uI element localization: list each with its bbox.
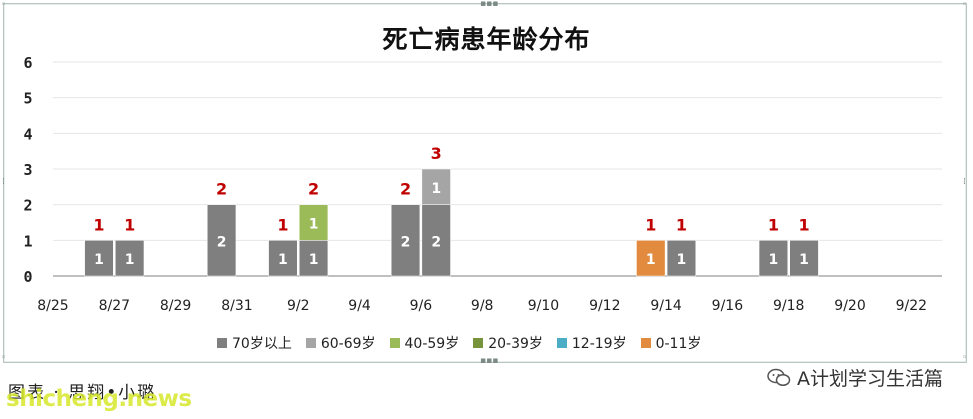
legend-swatch <box>389 338 400 348</box>
x-tick-label: 9/16 <box>712 298 744 314</box>
bar-segment <box>421 204 451 277</box>
data-label: 2 <box>217 234 227 250</box>
resize-handle-top[interactable]: ▪▪▪ <box>480 0 499 9</box>
legend-item: 40-59岁 <box>389 333 460 353</box>
resize-handle-bottom-right[interactable]: ◦ <box>962 353 968 363</box>
total-label: 1 <box>277 215 288 234</box>
x-tick-label: 9/4 <box>348 298 371 314</box>
bar-segment <box>298 240 329 277</box>
data-label: 1 <box>677 252 687 268</box>
chart-legend: 70岁以上 60-69岁 40-59岁 20-39岁 12-19岁 0-11岁 <box>217 333 715 353</box>
y-tick-label: 4 <box>23 125 32 143</box>
resize-handle-left[interactable]: ⁞ <box>2 177 5 187</box>
y-tick-label: 5 <box>23 90 32 108</box>
total-label: 3 <box>431 144 442 163</box>
total-label: 2 <box>308 180 319 199</box>
brand-label: A计划学习生活篇 <box>767 364 943 391</box>
x-tick-label: 9/20 <box>834 298 865 314</box>
wechat-icon <box>767 368 791 386</box>
legend-label: 60-69岁 <box>320 336 376 352</box>
bar-segment <box>390 204 421 277</box>
x-tick-label: 9/10 <box>528 298 559 314</box>
total-label: 2 <box>216 180 227 199</box>
resize-handle-bottom-left[interactable]: ◦ <box>1 353 7 363</box>
x-tick-label: 9/22 <box>896 298 927 314</box>
y-tick-label: 0 <box>23 268 32 286</box>
bar-segment <box>207 204 237 277</box>
bar-segment <box>84 240 114 277</box>
resize-handle-right[interactable]: ⁞ <box>963 177 966 187</box>
data-label: 1 <box>125 252 135 268</box>
legend-label: 70岁以上 <box>232 336 292 352</box>
figure-credit: 图表 · 思翔•小璐 <box>8 383 157 403</box>
bar-segment <box>298 204 329 241</box>
legend-label: 20-39岁 <box>488 336 543 352</box>
x-tick-label: 9/18 <box>773 298 804 314</box>
x-tick-label: 9/14 <box>650 298 682 314</box>
resize-handle-bottom[interactable]: ▪▪▪ <box>480 356 499 366</box>
legend-swatch <box>305 338 316 348</box>
resize-handle-top-left[interactable]: ◦ <box>1 0 7 10</box>
legend-item: 60-69岁 <box>305 333 376 353</box>
legend-label: 0-11岁 <box>655 336 702 352</box>
x-tick-label: 9/2 <box>287 298 310 314</box>
total-label: 1 <box>676 215 687 234</box>
y-tick-label: 6 <box>23 54 32 72</box>
watermark-text: shicheng.news <box>6 386 192 412</box>
total-label: 1 <box>93 215 104 234</box>
data-label: 1 <box>94 252 104 268</box>
x-tick-label: 9/12 <box>589 298 620 314</box>
y-tick-label: 1 <box>23 232 32 250</box>
y-tick-label: 3 <box>23 161 32 179</box>
data-label: 1 <box>769 252 779 268</box>
x-tick-label: 8/31 <box>221 298 252 314</box>
bar-segment <box>758 240 788 277</box>
resize-handle-top-right[interactable]: ◦ <box>962 0 968 10</box>
data-label: 1 <box>278 252 288 268</box>
legend-swatch <box>640 338 651 348</box>
total-label: 1 <box>768 215 779 234</box>
legend-label: 12-19岁 <box>571 336 627 352</box>
data-label: 1 <box>309 252 319 268</box>
legend-swatch <box>217 338 227 348</box>
brand-text: A计划学习生活篇 <box>797 368 943 390</box>
legend-swatch <box>556 338 567 348</box>
bar-segment <box>421 168 451 205</box>
data-label: 1 <box>309 217 319 233</box>
data-label: 1 <box>799 252 809 268</box>
legend-label: 40-59岁 <box>404 336 460 352</box>
data-label: 2 <box>431 234 441 250</box>
x-tick-label: 8/25 <box>37 298 68 314</box>
bar-segment <box>789 240 819 277</box>
legend-item: 20-39岁 <box>473 333 543 353</box>
bar-segment <box>636 240 666 277</box>
x-tick-label: 8/29 <box>160 298 191 314</box>
y-tick-label: 2 <box>23 197 32 215</box>
legend-swatch <box>473 338 484 348</box>
total-label: 1 <box>124 215 135 234</box>
total-label: 1 <box>645 215 656 234</box>
x-tick-label: 8/27 <box>99 298 130 314</box>
bar-segment <box>115 240 145 277</box>
legend-item: 0-11岁 <box>640 333 702 353</box>
data-label: 2 <box>401 234 411 250</box>
bar-segment <box>268 240 298 277</box>
legend-item: 70岁以上 <box>217 333 292 353</box>
total-label: 1 <box>798 215 809 234</box>
total-label: 2 <box>400 180 411 199</box>
data-label: 1 <box>646 252 656 268</box>
chart-title: 死亡病患年龄分布 <box>382 25 591 54</box>
data-label: 1 <box>431 181 441 197</box>
legend-item: 12-19岁 <box>556 333 627 353</box>
x-tick-label: 9/8 <box>471 298 494 314</box>
bar-segment <box>666 240 697 277</box>
x-tick-label: 9/6 <box>410 298 433 314</box>
chart-frame <box>3 3 967 363</box>
